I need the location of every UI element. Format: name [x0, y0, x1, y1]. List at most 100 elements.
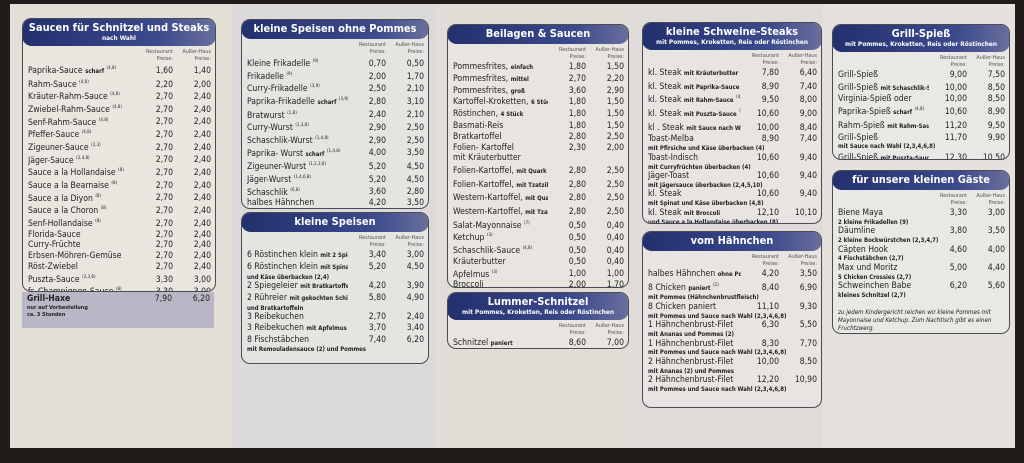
- item-allergens: (2,3,6): [82, 274, 96, 280]
- item-name: 2 Spiegeleier: [247, 281, 298, 292]
- item-name: Bratwurst: [247, 110, 285, 121]
- menu-item: Zigeuner-Sauce (2,3) 2,70 2,40: [28, 141, 211, 154]
- menu-item: Sauce a la Choron (8) 2,70 2,40: [28, 204, 211, 217]
- price-restaurant: 4,60: [949, 244, 967, 255]
- item-allergens: (3,9): [338, 96, 348, 102]
- item-description: mit Pommes (Hähnchenbrustfleisch): [648, 294, 759, 302]
- item-note: mit gekochten Schinken: [289, 294, 348, 302]
- item-name: Schweinchen Babe: [838, 281, 912, 292]
- section-title: für unsere kleinen Gäste: [852, 173, 990, 186]
- price-restaurant: 2,90: [368, 135, 386, 146]
- item-note: scharf: [317, 98, 337, 106]
- item-description: mit Ananas und Pommes (2): [648, 331, 734, 339]
- item-name: Kleine Frikadelle: [247, 58, 311, 69]
- menu-item: Jäger-Wurst (1,4,6,8) 5,20 4,50: [247, 173, 424, 186]
- section-subtitle: mit Pommes, Kroketten, Reis oder Röstinc…: [655, 38, 809, 46]
- menu-item: Kräuterbutter 0,50 0,40: [453, 257, 624, 268]
- price-ausser-haus: 2,10: [406, 110, 424, 121]
- price-restaurant: 6,20: [949, 281, 967, 292]
- price-restaurant: 2,70: [155, 168, 173, 179]
- item-allergens: (4,8): [914, 107, 925, 113]
- item-name: 1 Hähnchenbrust-Filet: [648, 338, 734, 349]
- item-name: 2 Hähnchenbrust-Filet: [648, 356, 734, 367]
- price-restaurant: 5,20: [368, 174, 386, 185]
- item-name: Rahm-Sauce: [28, 79, 77, 90]
- item-name: Broccoli: [453, 280, 484, 288]
- menu-item: Sauce a la Diyon (8) 2,70 2,40: [28, 192, 211, 205]
- item-allergens: (9): [286, 71, 293, 77]
- item-name: Curry-Frikadelle: [247, 84, 308, 95]
- section-header: Beilagen & Saucen: [448, 25, 628, 44]
- price-restaurant: 8,30: [761, 338, 779, 349]
- price-column-headers: Restaurant Preise: Außer-Haus Preise:: [833, 190, 1009, 208]
- price-restaurant: 3,30: [155, 274, 173, 285]
- section-steaks: kleine Schweine-Steaks mit Pommes, Kroket…: [642, 22, 822, 224]
- item-name: Folien-Kartoffel,: [453, 179, 514, 190]
- price-restaurant: 2,70: [155, 251, 173, 262]
- price-ausser-haus: 2,40: [193, 180, 211, 191]
- item-name: Schaschlik-Wurst: [247, 135, 313, 146]
- menu-item: 2 Hähnchenbrust-Filet 12,20 10,90: [648, 375, 817, 386]
- price-ausser-haus: 8,00: [799, 95, 817, 106]
- item-allergens: (2): [712, 282, 719, 288]
- menu-item: Frikadelle (9) 2,00 1,70: [247, 70, 424, 83]
- menu-item: 6 Röstinchen klein mit 2 Spiegeleier 3,40…: [247, 250, 424, 262]
- price-ausser-haus: 3,50: [406, 148, 424, 159]
- price-restaurant: 10,60: [756, 171, 779, 182]
- item-name: Schaschlik: [247, 187, 288, 198]
- price-ausser-haus: 3,00: [406, 250, 424, 260]
- menu-item: Röst-Zwiebel 2,70 2,40: [28, 262, 211, 273]
- item-name: Röst-Zwiebel: [28, 261, 78, 272]
- section-title: Grill-Spieß: [891, 27, 951, 40]
- item-name: kl. Steak: [648, 68, 682, 78]
- ausser-haus-price-header: Außer-Haus Preise:: [595, 323, 624, 336]
- item-name: Basmati-Reis: [453, 120, 504, 131]
- price-restaurant: 10,60: [756, 152, 779, 163]
- price-ausser-haus: 7,40: [799, 134, 817, 145]
- section-kleine-ohne: kleine Speisen ohne Pommes Restaurant Pre…: [241, 19, 429, 209]
- section-haehnchen: vom Hähnchen Restaurant Preise: Außer-Haus…: [642, 231, 822, 408]
- item-name: Virginia-Spieß oder: [838, 94, 912, 105]
- item-note: 6 Stück: [530, 99, 548, 107]
- item-allergens: (8): [95, 193, 102, 199]
- item-name: 1 Hähnchenbrust-Filet: [648, 320, 734, 331]
- item-note: scharf: [893, 109, 913, 117]
- item-name: kl. Steak: [648, 189, 682, 200]
- price-restaurant: 8,40: [761, 282, 779, 293]
- section-title: kleine Speisen: [294, 215, 376, 228]
- menu-item: kl. Steak mit Kräuterbutter 7,80 6,40: [648, 68, 817, 80]
- item-allergens: (1,8): [287, 110, 297, 116]
- price-restaurant: 2,80: [568, 131, 586, 142]
- price-restaurant: 7,80: [761, 68, 779, 78]
- item-description: und Bratkartoffeln: [247, 304, 304, 312]
- item-description: mit Pfirsiche und Käse überbacken (4): [648, 145, 765, 153]
- price-restaurant: 2,70: [155, 130, 173, 141]
- menu-item: Schaschlik-Wurst (1,4,8) 2,90 2,50: [247, 134, 424, 147]
- price-ausser-haus: 1,50: [606, 62, 624, 72]
- grill-haxe-note: ca. 3 Stunden: [27, 311, 66, 318]
- restaurant-price-header: Restaurant Preise:: [751, 53, 779, 66]
- item-name: kl. Steak: [648, 81, 682, 92]
- menu-item: Curry-Früchte 2,70 2,40: [28, 240, 211, 251]
- price-restaurant: 10,60: [756, 189, 779, 200]
- item-name: kl . Steak: [648, 122, 684, 133]
- price-ausser-haus: 2,20: [606, 73, 624, 84]
- item-name: Senf-Rahm-Sauce: [28, 117, 97, 128]
- ausser-haus-price-header: Außer-Haus Preise:: [595, 47, 624, 60]
- price-ausser-haus: 9,40: [799, 189, 817, 200]
- item-name: Curry-Wurst: [247, 123, 293, 134]
- price-ausser-haus: 7,00: [606, 338, 624, 348]
- menu-item: Paprika- Wurst scharf (1,4,8) 4,00 3,50: [247, 147, 424, 161]
- menu-item: Rahm-Sauce (4,8) 2,20 2,00: [28, 78, 211, 91]
- item-note: mit 2 Spiegeleier: [320, 252, 348, 259]
- item-name: Paprika- Wurst: [247, 148, 304, 159]
- menu-item: halbes Hähnchen 4,20 3,50: [247, 198, 424, 208]
- price-ausser-haus: 2,50: [406, 123, 424, 134]
- price-ausser-haus: 9,90: [987, 132, 1005, 143]
- price-restaurant: 1,80: [568, 62, 586, 72]
- menu-item: Folien-Kartoffel, mit Quark (4,8)2,802,5…: [453, 164, 624, 178]
- menu-item: Grill-Spieß mit Puszta-Sauce (2,3,6)12,3…: [838, 151, 1005, 159]
- item-description: mit Kräuterbutter: [453, 153, 521, 164]
- price-ausser-haus: 8,90: [987, 107, 1005, 118]
- price-ausser-haus: 2,40: [193, 193, 211, 204]
